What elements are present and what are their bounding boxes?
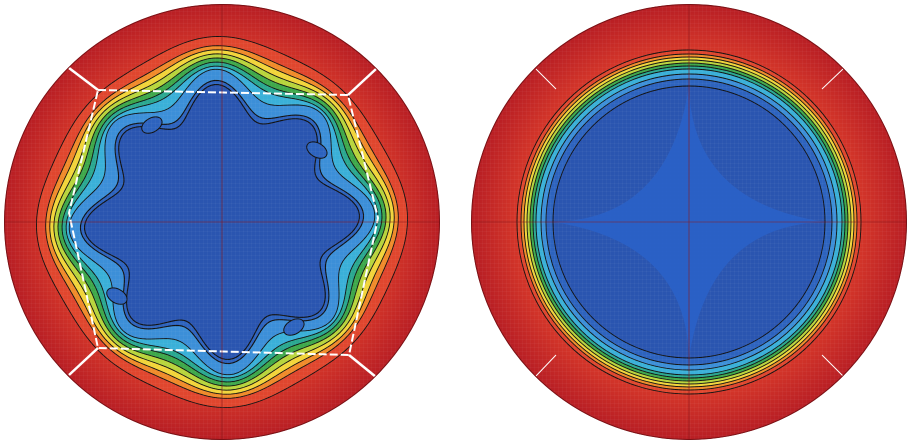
right-contour-plot [470, 3, 907, 441]
left-plot-group [3, 3, 441, 441]
left-contour-plot [3, 3, 441, 441]
right-plot-group [470, 3, 907, 441]
right-contour-svg [470, 3, 907, 441]
left-contour-svg [3, 3, 441, 441]
